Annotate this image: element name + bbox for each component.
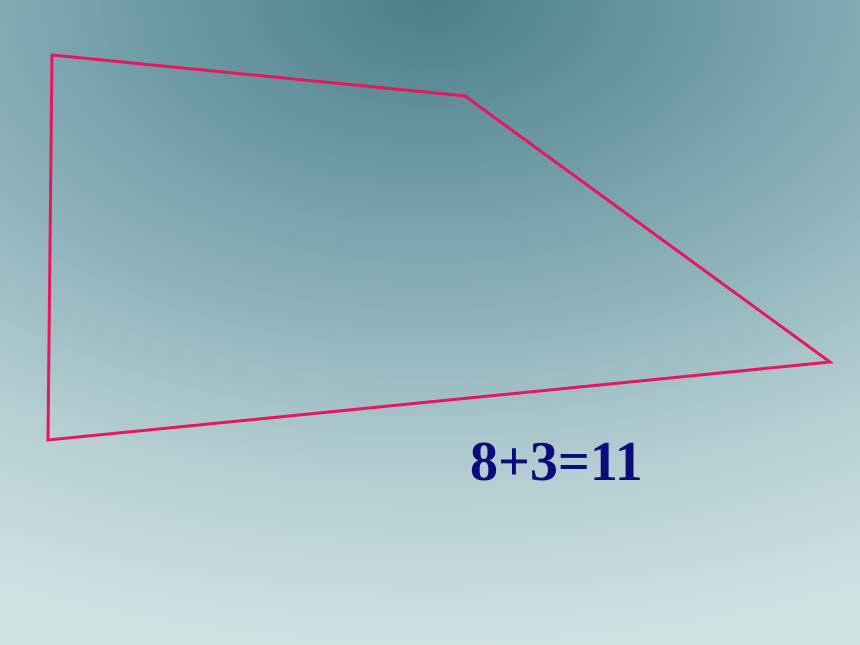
slide-content: 8+3=11 bbox=[0, 0, 860, 645]
quadrilateral-polygon bbox=[48, 55, 830, 440]
equation-text: 8+3=11 bbox=[470, 430, 643, 494]
quadrilateral-shape bbox=[0, 0, 860, 645]
